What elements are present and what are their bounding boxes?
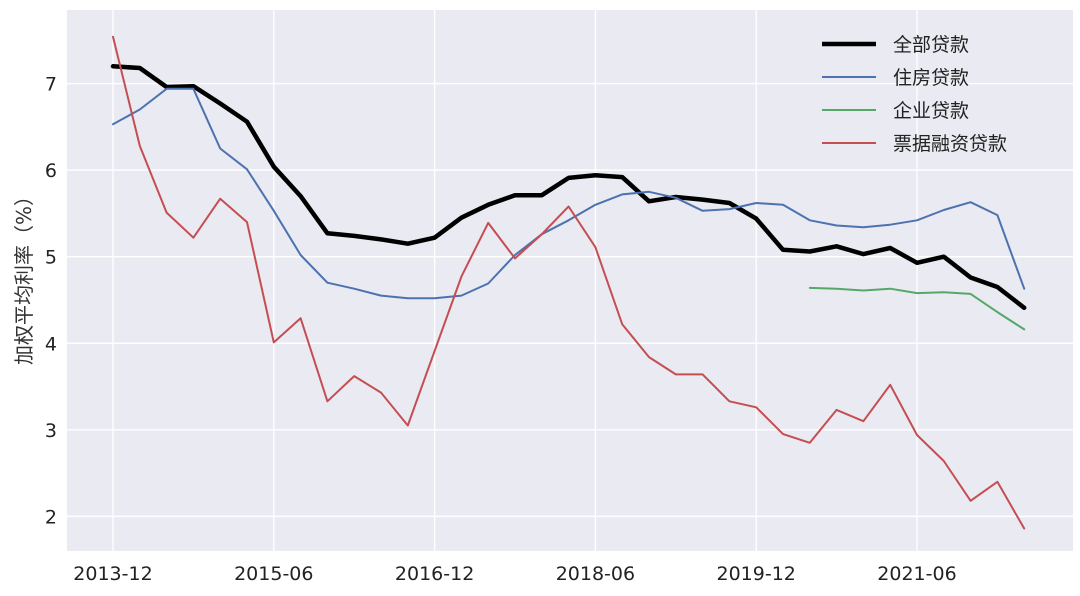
series-lines	[110, 35, 1027, 530]
legend-label: 企业贷款	[893, 100, 969, 122]
legend-label: 票据融资贷款	[893, 133, 1007, 155]
y-tick-label: 6	[45, 160, 57, 182]
legend-label: 住房贷款	[893, 67, 969, 89]
y-axis-ticks: 2 3 4 5 6 7	[45, 74, 57, 529]
plot-area	[67, 10, 1073, 551]
series-line-企业贷款	[808, 286, 1026, 331]
series-line-票据融资贷款	[112, 35, 1026, 530]
x-tick-label: 2021-06	[877, 563, 956, 585]
y-tick-label: 2	[45, 506, 57, 528]
x-tick-label: 2018-06	[556, 563, 635, 585]
x-axis-ticks: 2013-12 2015-06 2016-12 2018-06 2019-12 2021-…	[73, 563, 956, 585]
gridlines	[67, 10, 1073, 551]
x-tick-label: 2013-12	[73, 563, 152, 585]
legend-label: 全部贷款	[893, 34, 969, 56]
y-tick-label: 5	[45, 247, 57, 269]
y-axis-title: 加权平均利率（%）	[12, 186, 36, 365]
x-tick-label: 2015-06	[234, 563, 313, 585]
y-tick-label: 7	[45, 74, 57, 96]
y-tick-label: 4	[45, 333, 57, 355]
y-tick-label: 3	[45, 420, 57, 442]
x-tick-label: 2019-12	[717, 563, 796, 585]
x-tick-label: 2016-12	[395, 563, 474, 585]
series-line-全部贷款	[110, 64, 1027, 311]
series-line-住房贷款	[112, 87, 1026, 300]
